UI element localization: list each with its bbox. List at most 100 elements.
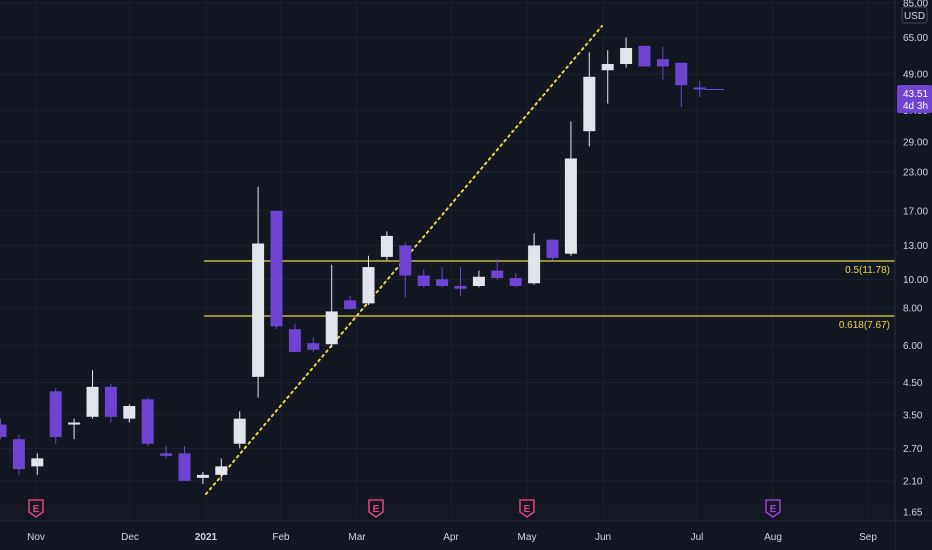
candle[interactable]	[491, 259, 504, 280]
price-tick-label: 85.00	[903, 0, 928, 10]
candle-body	[12, 439, 25, 470]
candles[interactable]	[0, 37, 706, 484]
candle-body	[49, 391, 62, 437]
candle-body	[417, 275, 430, 286]
current-price-tag	[897, 85, 932, 113]
candle-body	[546, 239, 559, 258]
candle-body	[288, 329, 301, 352]
time-tick-label: Sep	[859, 532, 877, 543]
candle[interactable]	[454, 267, 467, 296]
candle-body	[399, 245, 412, 276]
time-tick-label: 2021	[195, 532, 218, 543]
time-tick-label: Jun	[595, 532, 611, 543]
candle[interactable]	[86, 370, 99, 419]
price-tick-label: 10.00	[903, 275, 928, 286]
candle[interactable]	[583, 52, 596, 147]
candle[interactable]	[68, 418, 81, 440]
candle[interactable]	[417, 269, 430, 288]
candle-body	[252, 243, 265, 377]
candle[interactable]	[546, 239, 559, 261]
candle[interactable]	[233, 411, 246, 449]
candle-body	[601, 63, 614, 71]
price-tick-label: 13.00	[903, 241, 928, 252]
earnings-marker-shape	[368, 499, 384, 518]
candle[interactable]	[564, 121, 577, 256]
candle[interactable]	[325, 264, 338, 348]
candle[interactable]	[215, 458, 228, 481]
price-axis[interactable]: 85.0065.0049.0037.0029.0023.0017.0013.00…	[894, 0, 932, 550]
earnings-marker-label: E	[373, 504, 380, 515]
candle[interactable]	[528, 233, 541, 285]
candle[interactable]	[675, 62, 688, 107]
candle[interactable]	[380, 231, 393, 261]
candle-body	[325, 311, 338, 345]
candle[interactable]	[49, 388, 62, 444]
candle[interactable]	[601, 50, 614, 104]
fib-level-label: 0.618(7.67)	[839, 320, 890, 331]
candle-body	[123, 406, 136, 419]
earnings-marker[interactable]: E	[519, 499, 535, 518]
candle[interactable]	[196, 471, 209, 484]
candle[interactable]	[509, 273, 522, 288]
earnings-marker[interactable]: E	[28, 499, 44, 518]
candle[interactable]	[620, 37, 633, 68]
time-tick-label: Jul	[691, 532, 704, 543]
candle-body	[31, 458, 44, 467]
price-tick-label: 29.00	[903, 137, 928, 148]
price-tick-label: 65.00	[903, 33, 928, 44]
candle[interactable]	[638, 45, 651, 67]
candle-body	[233, 418, 246, 444]
earnings-marker-label: E	[770, 504, 777, 515]
earnings-marker-shape	[28, 499, 44, 518]
earnings-marker[interactable]: E	[765, 499, 781, 518]
candle[interactable]	[123, 404, 136, 423]
candle[interactable]	[270, 210, 283, 330]
candle[interactable]	[693, 80, 706, 98]
candle-body	[178, 453, 191, 481]
candle[interactable]	[344, 295, 357, 310]
candle[interactable]	[656, 46, 669, 80]
candle[interactable]	[307, 336, 320, 352]
candle[interactable]	[0, 418, 7, 440]
candle-body	[454, 285, 467, 289]
earnings-marker[interactable]: E	[368, 499, 384, 518]
currency-label: USD	[904, 11, 925, 22]
candle[interactable]	[178, 446, 191, 481]
price-tick-label: 2.70	[903, 444, 923, 455]
candle[interactable]	[141, 397, 154, 447]
candle[interactable]	[31, 453, 44, 475]
time-tick-label: Mar	[348, 532, 366, 543]
candle-body	[270, 210, 283, 327]
time-axis[interactable]: Nov Dec 2021 Feb Mar Apr May Jun Jul Aug Sep	[0, 520, 932, 550]
candle-body	[215, 466, 228, 475]
earnings-marker-shape	[519, 499, 535, 518]
candle[interactable]	[12, 434, 25, 475]
time-tick-label: Dec	[121, 532, 139, 543]
currency-box[interactable]	[901, 6, 928, 24]
price-tick-label: 49.00	[903, 70, 928, 81]
candle-body	[620, 47, 633, 64]
candle[interactable]	[436, 267, 449, 288]
candle-body	[564, 158, 577, 254]
candle-body	[362, 267, 375, 304]
price-tick-label: 2.10	[903, 476, 923, 487]
candle[interactable]	[160, 446, 173, 459]
candle[interactable]	[472, 270, 485, 288]
candle-body	[160, 453, 173, 456]
candle[interactable]	[288, 323, 301, 352]
candle[interactable]	[399, 242, 412, 298]
time-tick-label: May	[518, 532, 537, 543]
candle[interactable]	[362, 255, 375, 305]
time-tick-label: Nov	[27, 532, 45, 543]
time-axis-background	[0, 521, 895, 550]
candle-body	[528, 245, 541, 284]
price-tick-label: 17.00	[903, 206, 928, 217]
candle[interactable]	[252, 186, 265, 398]
candle-body	[344, 300, 357, 309]
candle[interactable]	[104, 383, 117, 423]
fibonacci-levels[interactable]: 0.5(11.78) 0.618(7.67)	[204, 260, 895, 331]
